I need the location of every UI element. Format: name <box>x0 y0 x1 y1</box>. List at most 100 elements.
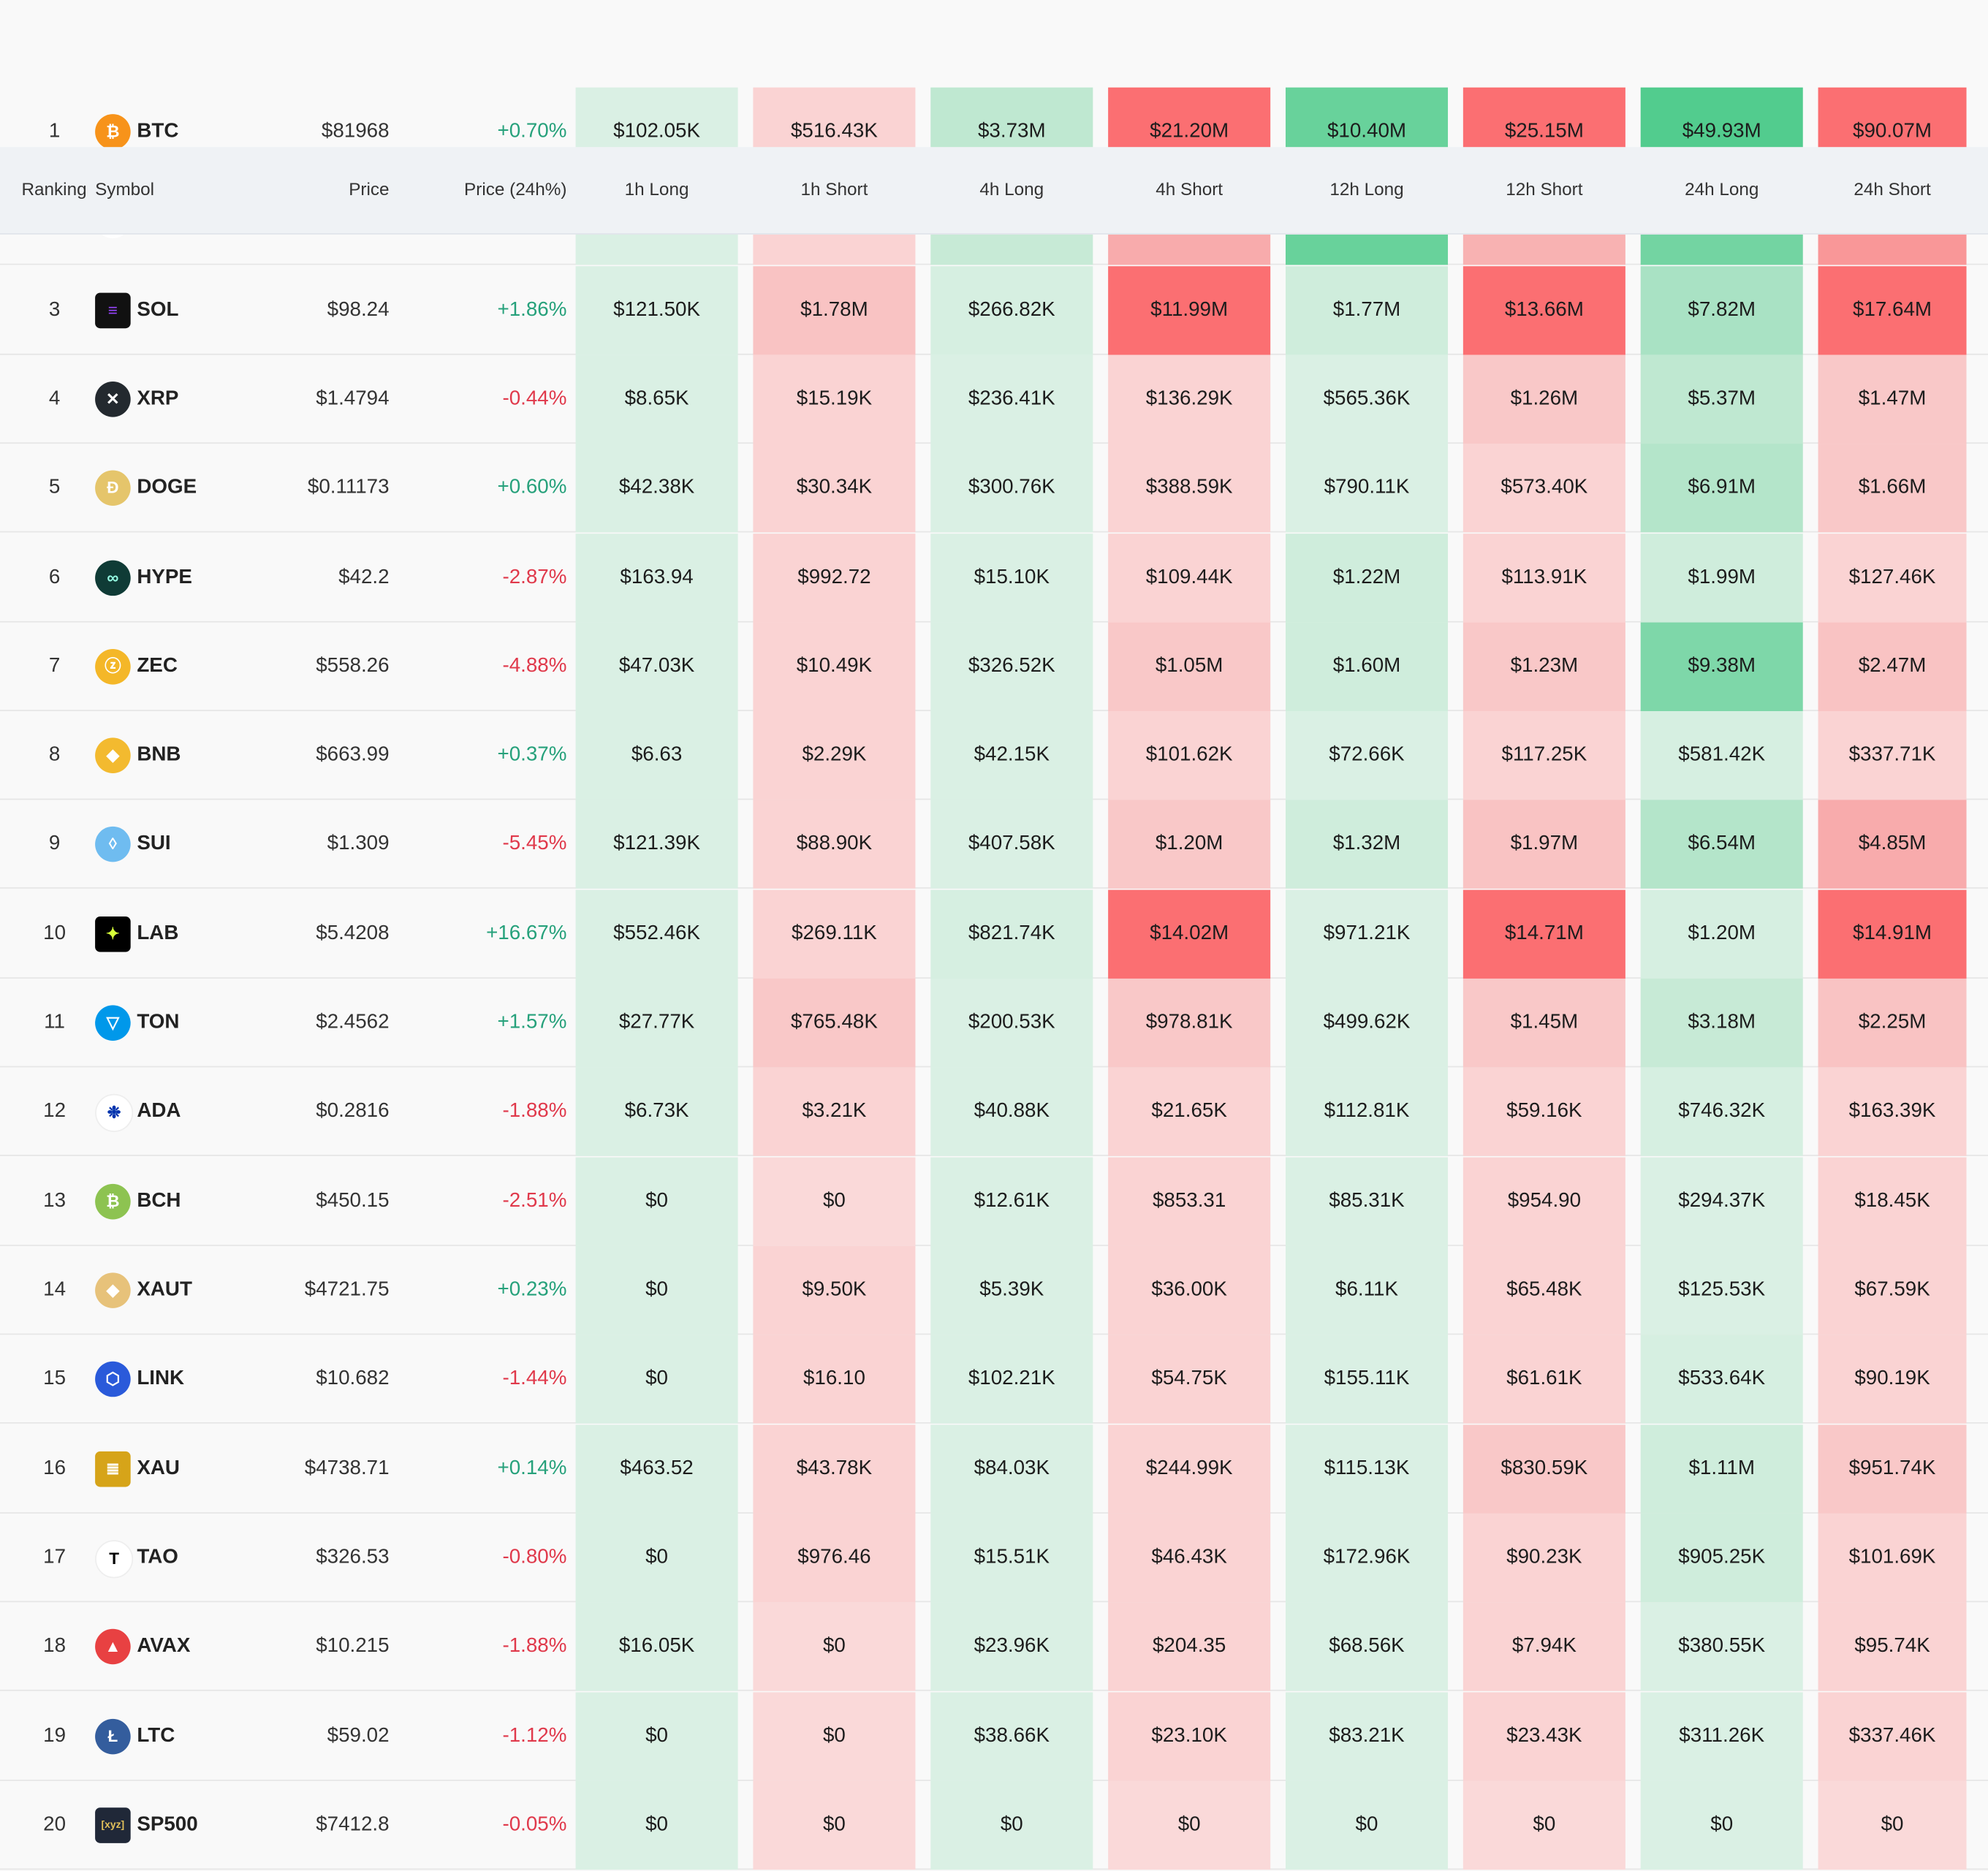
cell-4h-short: $136.29K <box>1108 354 1271 444</box>
symbol-name[interactable]: ZEC <box>137 655 178 678</box>
table-row[interactable]: $6.63 $2.29K $42.15K $101.62K $72.66K $117.25… <box>0 710 1988 800</box>
cell-12h-long: $1.77M <box>1285 266 1449 355</box>
header-price-change[interactable]: Price (24h%) <box>464 178 567 200</box>
table-row[interactable]: $47.03K $10.49K $326.52K $1.05M $1.60M $1.23M… <box>0 622 1988 711</box>
cardano-icon: ❉ <box>95 1093 134 1132</box>
table-row[interactable]: $0 $976.46 $15.51K $46.43K $172.96K $90.23K $9… <box>0 1513 1988 1603</box>
cell-1h-long: $47.03K <box>575 622 738 711</box>
table-row[interactable]: $0 $0 $0 $0 $0 $0 $0 $0 20 [xyz] SP500 $7412.8 -0.05… <box>0 1780 1988 1870</box>
table-row[interactable]: $0 $9.50K $5.39K $36.00K $6.11K $65.48K $125.5… <box>0 1245 1988 1335</box>
symbol-name[interactable]: BCH <box>137 1190 181 1212</box>
price-change-value: -1.88% <box>502 1100 567 1122</box>
table-row[interactable]: $16.05K $0 $23.96K $204.35 $68.56K $7.94K $380… <box>0 1602 1988 1691</box>
symbol-name[interactable]: SUI <box>137 832 171 854</box>
cell-12h-long: $971.21K <box>1285 889 1449 979</box>
header-4h-short[interactable]: 4h Short <box>1156 178 1223 200</box>
rank-number: 7 <box>48 655 61 678</box>
price-change-value: +0.70% <box>497 120 567 143</box>
symbol-name[interactable]: AVAX <box>137 1635 191 1657</box>
cell-4h-short: $21.65K <box>1108 1067 1271 1156</box>
symbol-name[interactable]: BTC <box>137 120 179 143</box>
cell-4h-short: $109.44K <box>1108 534 1271 623</box>
cell-4h-long: $12.61K <box>930 1157 1093 1246</box>
header-ranking[interactable]: Ranking <box>21 178 87 200</box>
rank-number: 16 <box>43 1457 67 1480</box>
cell-1h-long: $0 <box>575 1157 738 1246</box>
symbol-name[interactable]: XRP <box>137 387 179 410</box>
hyperliquid-icon: ∞ <box>95 560 131 596</box>
price-change-value: -0.44% <box>502 387 567 410</box>
lab-icon: ✦ <box>95 916 131 952</box>
symbol-name[interactable]: LAB <box>137 922 179 945</box>
price-value: $450.15 <box>316 1190 390 1212</box>
symbol-name[interactable]: LTC <box>137 1725 175 1747</box>
table-row[interactable]: $0 $0 $12.61K $853.31 $85.31K $954.90 $294.37K… <box>0 1157 1988 1246</box>
cell-4h-short: $46.43K <box>1108 1513 1271 1603</box>
header-1h-long[interactable]: 1h Long <box>624 178 689 200</box>
cell-12h-short: $573.40K <box>1462 444 1625 533</box>
cell-4h-long: $5.39K <box>930 1245 1093 1335</box>
symbol-name[interactable]: ADA <box>137 1100 181 1122</box>
symbol-name[interactable]: SOL <box>137 299 179 321</box>
table-row[interactable]: $121.39K $88.90K $407.58K $1.20M $1.32M $1.97… <box>0 800 1988 889</box>
table-row[interactable]: $0 $16.10 $102.21K $54.75K $155.11K $61.61K $5… <box>0 1335 1988 1424</box>
cell-4h-short: $853.31 <box>1108 1157 1271 1246</box>
symbol-name[interactable]: LINK <box>137 1367 185 1389</box>
symbol-name[interactable]: HYPE <box>137 566 192 588</box>
cell-4h-short: $244.99K <box>1108 1424 1271 1514</box>
cell-1h-long: $121.50K <box>575 266 738 355</box>
cell-24h-long: $294.37K <box>1640 1157 1803 1246</box>
cell-4h-short: $978.81K <box>1108 978 1271 1068</box>
cell-1h-short: $43.78K <box>753 1424 916 1514</box>
header-12h-long[interactable]: 12h Long <box>1329 178 1404 200</box>
price-value: $98.24 <box>327 299 390 321</box>
symbol-name[interactable]: SP500 <box>137 1813 198 1836</box>
cell-4h-short: $36.00K <box>1108 1245 1271 1335</box>
cell-12h-short: $23.43K <box>1462 1692 1625 1781</box>
symbol-name[interactable]: TAO <box>137 1546 178 1568</box>
rank-number: 15 <box>43 1367 67 1389</box>
header-24h-short[interactable]: 24h Short <box>1854 178 1931 200</box>
cell-1h-long: $552.46K <box>575 889 738 979</box>
symbol-name[interactable]: TON <box>137 1012 180 1033</box>
table-row[interactable]: $6.73K $3.21K $40.88K $21.65K $112.81K $59.16… <box>0 1067 1988 1156</box>
cell-12h-short: $13.66M <box>1462 266 1625 355</box>
header-price[interactable]: Price <box>349 178 390 200</box>
table-row[interactable]: $552.46K $269.11K $821.74K $14.02M $971.21K $… <box>0 889 1988 979</box>
table-row[interactable]: $163.94 $992.72 $15.10K $109.44K $1.22M $113.… <box>0 534 1988 623</box>
header-24h-long[interactable]: 24h Long <box>1685 178 1759 200</box>
cell-4h-short: $101.62K <box>1108 710 1271 800</box>
header-12h-short[interactable]: 12h Short <box>1506 178 1583 200</box>
cell-24h-long: $1.99M <box>1640 534 1803 623</box>
cell-24h-short: $67.59K <box>1818 1245 1967 1335</box>
cell-4h-long: $407.58K <box>930 800 1093 889</box>
cell-4h-short: $1.20M <box>1108 800 1271 889</box>
cell-4h-long: $15.51K <box>930 1513 1093 1603</box>
symbol-name[interactable]: XAU <box>137 1457 180 1480</box>
cell-12h-long: $1.22M <box>1285 534 1449 623</box>
cell-1h-long: $6.73K <box>575 1067 738 1156</box>
table-row[interactable]: $42.38K $30.34K $300.76K $388.59K $790.11K $5… <box>0 444 1988 533</box>
cell-4h-short: $1.05M <box>1108 622 1271 711</box>
cell-12h-long: $565.36K <box>1285 354 1449 444</box>
header-1h-short[interactable]: 1h Short <box>800 178 868 200</box>
table-row[interactable]: $8.65K $15.19K $236.41K $136.29K $565.36K $1.… <box>0 354 1988 444</box>
bitcoin-cash-icon: ₿ <box>95 1183 131 1220</box>
cell-1h-long: $163.94 <box>575 534 738 623</box>
symbol-name[interactable]: DOGE <box>137 477 197 498</box>
symbol-name[interactable]: BNB <box>137 744 181 766</box>
rank-number: 6 <box>48 566 61 588</box>
symbol-name[interactable]: XAUT <box>137 1279 192 1301</box>
cell-12h-short: $61.61K <box>1462 1335 1625 1424</box>
rank-number: 20 <box>43 1813 67 1836</box>
header-symbol[interactable]: Symbol <box>95 178 155 200</box>
table-row[interactable]: $463.52 $43.78K $84.03K $244.99K $115.13K $83… <box>0 1424 1988 1514</box>
table-row[interactable]: $102.05K $516.43K $3.73M $21.20M $10.40M $25.… <box>0 87 1988 177</box>
table-row[interactable]: $27.77K $765.48K $200.53K $978.81K $499.62K $… <box>0 978 1988 1068</box>
litecoin-icon: Ł <box>95 1718 131 1755</box>
cell-24h-short: $90.19K <box>1818 1335 1967 1424</box>
header-4h-long[interactable]: 4h Long <box>979 178 1044 200</box>
table-row[interactable]: $121.50K $1.78M $266.82K $11.99M $1.77M $13.6… <box>0 266 1988 355</box>
rank-number: 18 <box>43 1635 67 1657</box>
table-row[interactable]: $0 $0 $38.66K $23.10K $83.21K $23.43K $311.26K… <box>0 1692 1988 1781</box>
